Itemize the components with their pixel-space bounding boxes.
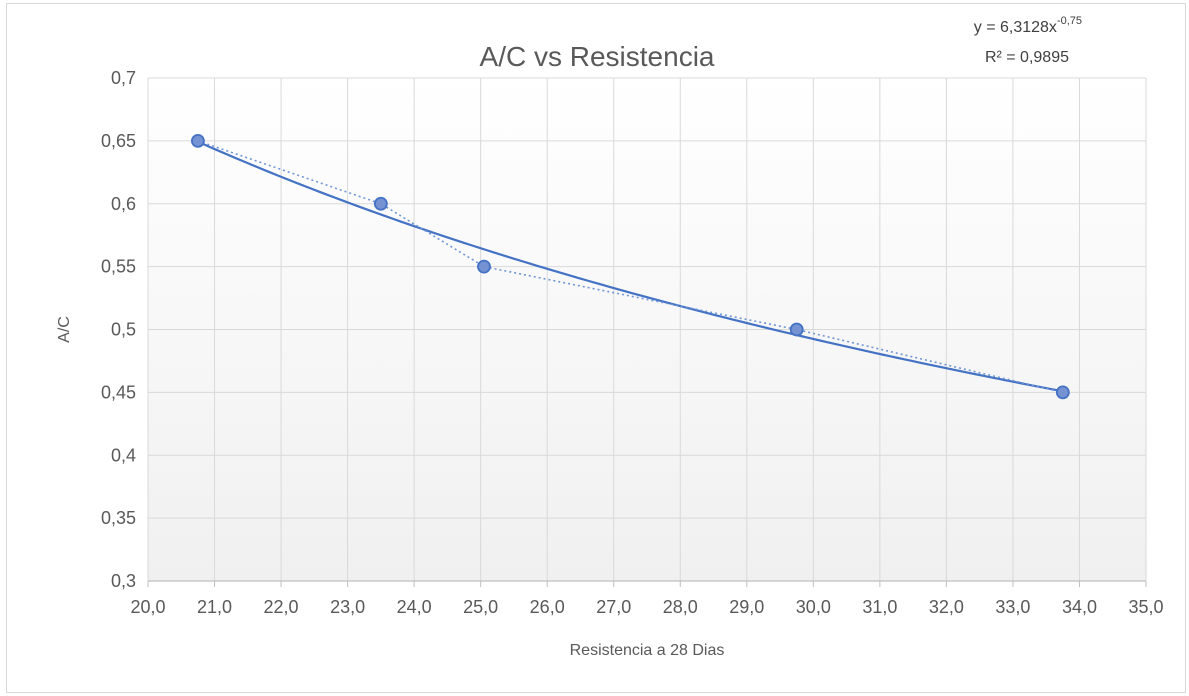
data-point bbox=[1055, 385, 1070, 400]
chart-svg: 20,0 21,0 22,0 23,0 24,0 25,0 26,0 27,0 28,0 29,0… bbox=[56, 15, 1164, 659]
data-point bbox=[373, 196, 388, 211]
x-tick-label: 33,0 bbox=[995, 597, 1030, 617]
x-tick-label: 34,0 bbox=[1062, 597, 1097, 617]
x-tick-labels: 20,0 21,0 22,0 23,0 24,0 25,0 26,0 27,0 28,0 29,0… bbox=[130, 597, 1163, 617]
y-tick-label: 0,3 bbox=[111, 571, 136, 591]
x-tick-label: 31,0 bbox=[862, 597, 897, 617]
trendline-equation-exponent: -0,75 bbox=[1057, 15, 1082, 27]
data-point bbox=[789, 322, 804, 337]
y-tick-label: 0,65 bbox=[101, 131, 136, 151]
y-tick-labels: 0,3 0,35 0,4 0,45 0,5 0,55 0,6 0,65 0,7 bbox=[101, 68, 136, 591]
y-tick-label: 0,55 bbox=[101, 257, 136, 277]
y-axis-title: A/C bbox=[56, 316, 73, 343]
y-tick-label: 0,6 bbox=[111, 194, 136, 214]
x-axis-title: Resistencia a 28 Dias bbox=[570, 642, 725, 659]
x-tick-label: 29,0 bbox=[729, 597, 764, 617]
grid bbox=[147, 77, 1147, 581]
y-tick-label: 0,4 bbox=[111, 445, 136, 465]
trendline-equation-base: y = 6,3128x bbox=[974, 19, 1057, 36]
x-tick-label: 28,0 bbox=[663, 597, 698, 617]
x-tick-label: 21,0 bbox=[197, 597, 232, 617]
x-tick-label: 30,0 bbox=[796, 597, 831, 617]
y-tick-label: 0,7 bbox=[111, 68, 136, 88]
x-tick-label: 23,0 bbox=[330, 597, 365, 617]
x-tick-label: 32,0 bbox=[929, 597, 964, 617]
trendline-r-squared: R² = 0,9895 bbox=[985, 49, 1069, 66]
trendline bbox=[197, 140, 1064, 393]
x-tick-label: 35,0 bbox=[1128, 597, 1163, 617]
y-tick-label: 0,35 bbox=[101, 508, 136, 528]
x-tick-label: 27,0 bbox=[596, 597, 631, 617]
x-tick-label: 22,0 bbox=[264, 597, 299, 617]
x-tick-label: 25,0 bbox=[463, 597, 498, 617]
y-tick-label: 0,5 bbox=[111, 320, 136, 340]
data-point bbox=[190, 133, 205, 148]
x-tick-label: 20,0 bbox=[130, 597, 165, 617]
series bbox=[190, 133, 1070, 400]
x-tick-label: 26,0 bbox=[530, 597, 565, 617]
chart-frame: 20,0 21,0 22,0 23,0 24,0 25,0 26,0 27,0 28,0 29,0… bbox=[6, 3, 1186, 693]
trendline-equation: y = 6,3128x-0,75 bbox=[974, 15, 1082, 36]
chart-title: A/C vs Resistencia bbox=[480, 41, 715, 72]
y-tick-label: 0,45 bbox=[101, 382, 136, 402]
axes bbox=[147, 580, 1147, 587]
x-tick-label: 24,0 bbox=[397, 597, 432, 617]
data-point bbox=[477, 259, 491, 274]
